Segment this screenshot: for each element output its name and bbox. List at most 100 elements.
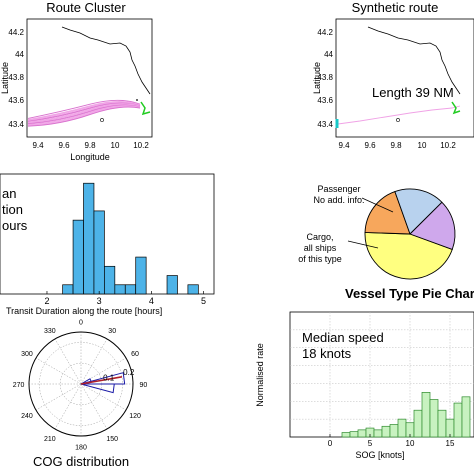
route-cluster-point-marker: [136, 99, 138, 101]
vessel-type-title: Vessel Type Pie Chart: [345, 286, 474, 301]
y-tick-label: 43.8: [317, 73, 333, 82]
sog-bar: [429, 399, 439, 438]
transit-duration-xticks: 2 3 4 5: [44, 291, 206, 306]
transit-annotation-line: ours: [2, 218, 28, 233]
polar-spoke: [80, 383, 127, 411]
route-cluster-xticks: 9.4 9.6 9.8 10 10.2: [32, 141, 149, 150]
x-tick-label: 0: [328, 439, 333, 448]
sog-bar: [349, 431, 359, 438]
cog-mean-line: [80, 375, 123, 385]
x-tick-label: 4: [149, 296, 154, 306]
sog-bar: [461, 396, 471, 438]
cog-polar-plot: 0 30 60 90 120 150 180 210 240 270 300 330 0.1 0.2: [13, 320, 148, 452]
synthetic-route-ylabel: Latitude: [312, 62, 322, 94]
polar-angle-label: 60: [131, 351, 139, 358]
transit-annotation-line: tion: [2, 202, 23, 217]
pie-label-cargo: of this type: [298, 254, 342, 264]
pie-slice: [364, 191, 411, 235]
transit-duration-bars: [62, 182, 199, 295]
synthetic-route-yticks: 44.2 44 43.8 43.6 43.4: [317, 28, 333, 129]
sog-bar: [341, 432, 351, 438]
pie-slice: [394, 188, 443, 235]
polar-spoke: [80, 383, 108, 430]
polar-spoke: [35, 357, 82, 385]
route-cluster-port-marker: [140, 101, 151, 116]
sog-bar: [373, 429, 383, 438]
sog-bar: [421, 392, 431, 438]
synthetic-route-title: Synthetic route: [352, 0, 439, 15]
x-tick-label: 9.6: [364, 141, 376, 150]
transit-bar: [166, 275, 178, 295]
transit-bar: [135, 256, 147, 295]
x-tick-label: 15: [446, 439, 455, 448]
transit-bar: [114, 284, 126, 295]
y-tick-label: 43.4: [8, 120, 24, 129]
x-tick-label: 10: [111, 141, 120, 150]
polar-angle-label: 120: [129, 413, 141, 420]
y-tick-label: 43.4: [317, 120, 333, 129]
polar-spoke: [80, 338, 108, 385]
synthetic-route-axes: [335, 18, 474, 138]
x-tick-label: 10: [406, 439, 415, 448]
sog-ylabel: Normalised rate: [255, 343, 265, 407]
y-tick-label: 44: [324, 50, 333, 59]
cluster-route-line: [27, 99, 141, 119]
sog-annotation-line: 18 knots: [302, 346, 352, 361]
route-cluster-island-marker: [100, 118, 104, 122]
y-tick-label: 44: [15, 50, 24, 59]
route-cluster-title: Route Cluster: [46, 0, 126, 15]
transit-bar: [124, 284, 137, 295]
polar-angle-label: 150: [106, 436, 118, 443]
transit-bar: [187, 284, 199, 295]
pie-label-leader: [347, 240, 379, 249]
transit-bar: [104, 265, 116, 295]
polar-radial-label: 0.1: [103, 374, 115, 383]
sog-bar: [397, 418, 407, 438]
x-tick-label: 9.4: [32, 141, 44, 150]
route-cluster-ylabel: Latitude: [0, 62, 10, 94]
synthetic-route-coastline: [367, 26, 461, 95]
polar-angle-label: 270: [13, 382, 25, 389]
route-cluster-coastline: [61, 26, 151, 95]
polar-angle-label: 90: [140, 382, 148, 389]
route-cluster-xlabel: Longitude: [70, 152, 110, 162]
polar-angle-label: 210: [44, 436, 56, 443]
x-tick-label: 9.6: [58, 141, 70, 150]
pie-slice: [409, 201, 456, 250]
polar-spoke: [54, 383, 82, 430]
polar-angle-label: 180: [75, 444, 87, 451]
x-tick-label: 2: [44, 296, 49, 306]
transit-bar: [72, 219, 84, 295]
sog-bar: [389, 424, 399, 438]
synthetic-route-length-annotation: Length 39 NM: [372, 85, 454, 100]
pie-slice: [364, 231, 453, 280]
sog-xticks: 0 5 10 15: [328, 434, 455, 448]
polar-spoke: [35, 383, 82, 411]
transit-duration-panel: 2 3 4 5 an tion ours Transit Duration along…: [0, 173, 215, 316]
sog-bar: [381, 425, 391, 438]
pie-label-cargo: all ships: [304, 243, 337, 253]
transit-bar: [93, 210, 105, 295]
polar-outer-circle: [28, 331, 134, 437]
sog-bar: [437, 409, 447, 438]
cog-title: COG distribution: [33, 454, 129, 469]
y-tick-label: 44.2: [8, 28, 24, 37]
sog-xlabel: SOG [knots]: [355, 450, 404, 460]
transit-annotation-line: an: [2, 186, 16, 201]
x-tick-label: 10.2: [133, 141, 149, 150]
synthetic-route-end-marker: [451, 101, 461, 115]
cluster-route-line: [27, 106, 141, 127]
x-tick-label: 3: [97, 296, 102, 306]
sog-annotation-line: Median speed: [302, 330, 384, 345]
cog-panel: 0 30 60 90 120 150 180 210 240 270 300 330 0.1 0.2 CO…: [13, 320, 148, 469]
synthetic-route-island-marker: [396, 118, 400, 122]
synthetic-route-path: [337, 105, 461, 125]
x-tick-label: 5: [201, 296, 206, 306]
sog-panel: 0 5 10 15 Median speed 18 knots SOG [knots]…: [255, 311, 474, 460]
x-tick-label: 5: [368, 439, 373, 448]
y-tick-label: 43.8: [8, 73, 24, 82]
sog-grid: [290, 312, 474, 437]
sog-bar: [413, 409, 423, 438]
y-tick-label: 43.6: [317, 96, 333, 105]
